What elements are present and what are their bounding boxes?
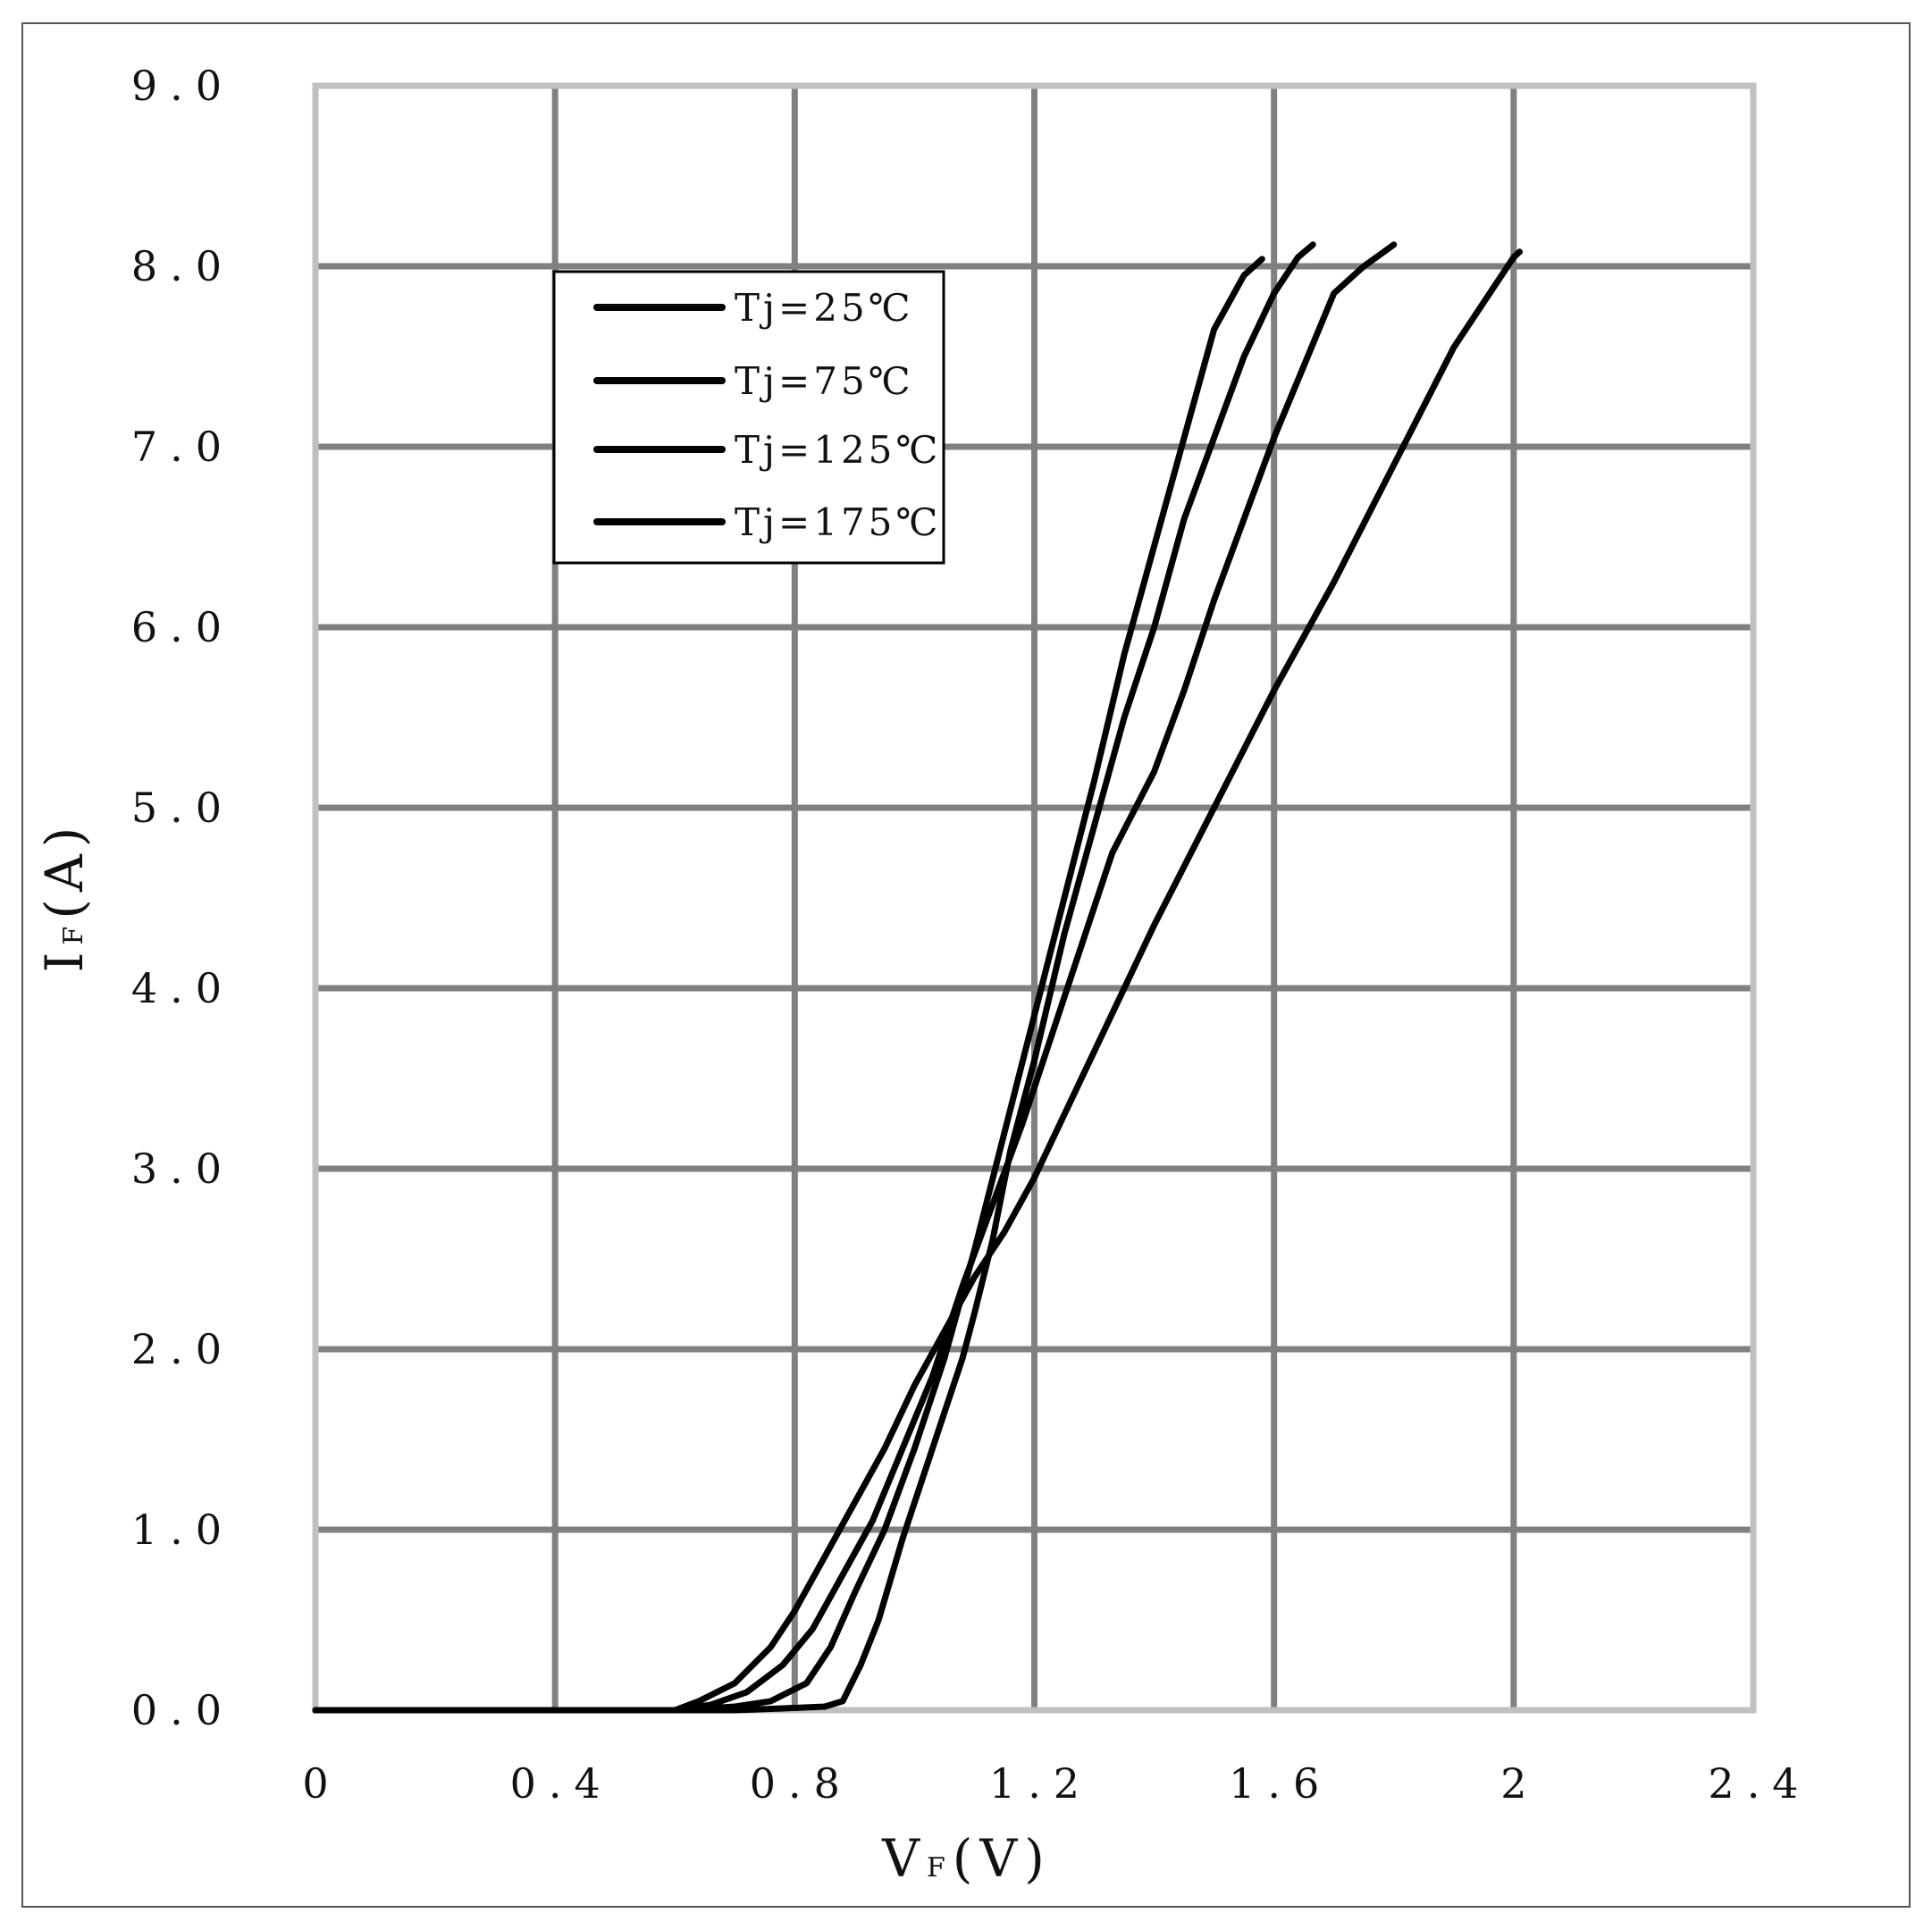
y-tick-label: 0.0 (131, 1686, 234, 1734)
series-lines (312, 241, 1523, 1714)
y-tick-label: 7.0 (131, 423, 234, 471)
y-axis-title: IF(A) (34, 820, 95, 973)
x-tick-label: 1.6 (1229, 1759, 1331, 1808)
legend: Tj=25℃ Tj=75℃ Tj=125℃ Tj=175℃ (552, 270, 945, 565)
x-axis-tick-labels: 0 0.4 0.8 1.2 1.6 2 2.4 (302, 1759, 1810, 1808)
x-axis-title: VF(V) (881, 1828, 1052, 1889)
series-line-3 (312, 241, 1398, 1714)
x-tick-label: 0 (302, 1759, 340, 1808)
y-tick-label: 5.0 (131, 784, 234, 832)
legend-label-2: Tj=75℃ (735, 359, 914, 403)
plot-frame (312, 82, 1757, 1714)
legend-box (552, 270, 945, 565)
legend-label-1: Tj=25℃ (735, 286, 914, 330)
y-tick-label: 2.0 (131, 1325, 234, 1373)
y-tick-label: 3.0 (131, 1145, 234, 1193)
x-tick-label: 2.4 (1708, 1759, 1810, 1808)
legend-label-4: Tj=175℃ (735, 500, 941, 544)
y-tick-label: 6.0 (131, 603, 234, 651)
series-line-4 (312, 248, 1523, 1714)
x-tick-label: 0.8 (750, 1759, 853, 1808)
y-tick-label: 1.0 (131, 1506, 234, 1554)
y-tick-label: 8.0 (131, 242, 234, 290)
grid (315, 86, 1753, 1710)
y-tick-label: 4.0 (131, 964, 234, 1012)
x-tick-label: 2 (1500, 1759, 1539, 1808)
y-axis-tick-labels: 0.0 1.0 2.0 3.0 4.0 5.0 6.0 7.0 8.0 9.0 (131, 62, 234, 1734)
y-tick-label: 9.0 (131, 62, 234, 110)
outer-border (21, 22, 1911, 1908)
x-tick-label: 1.2 (989, 1759, 1092, 1808)
series-line-1 (312, 241, 1316, 1714)
x-tick-label: 0.4 (510, 1759, 613, 1808)
legend-label-3: Tj=125℃ (735, 428, 941, 472)
